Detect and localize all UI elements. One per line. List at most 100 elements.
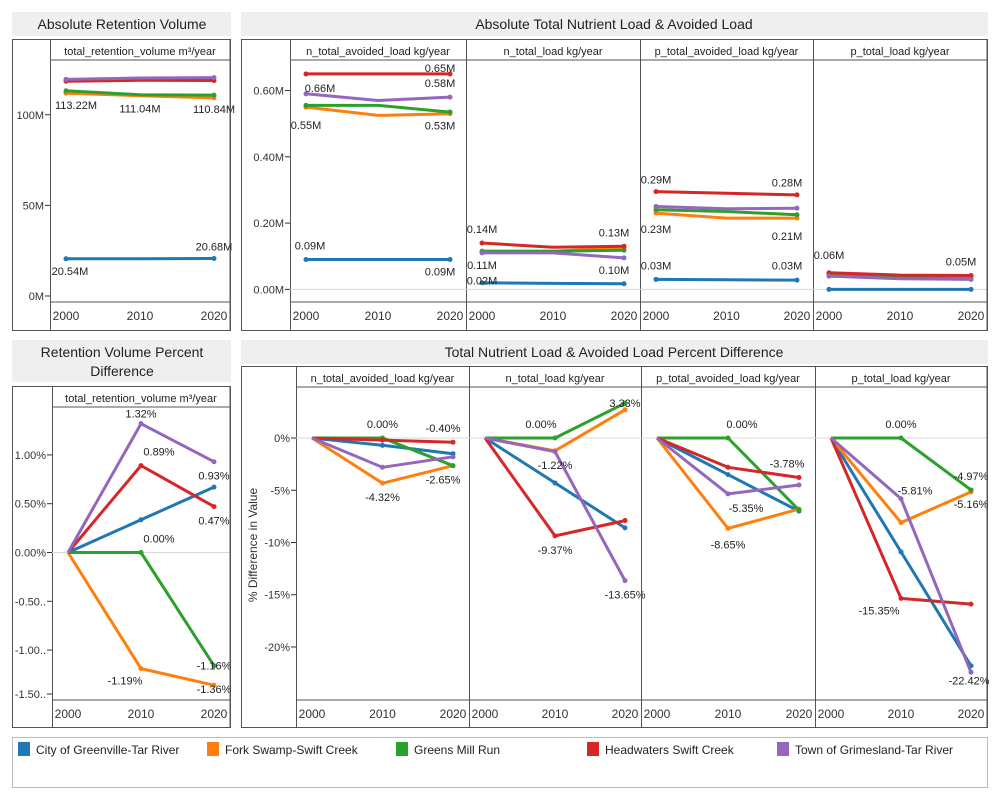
pct_nut-data-point xyxy=(623,578,628,583)
abs_nut-data-point xyxy=(304,103,309,108)
abs_nut-data-point xyxy=(795,192,800,197)
abs_nut-data-point xyxy=(969,287,974,292)
pct_nut-data-label: -5.16% xyxy=(954,499,989,511)
pct_nut-xtick-label: 2020 xyxy=(786,707,813,721)
abs_ret-xtick-label: 2020 xyxy=(201,309,228,323)
retention-volume-frame xyxy=(13,40,231,331)
legend-label: Fork Swamp-Swift Creek xyxy=(225,743,359,757)
pct_nut-data-point xyxy=(797,483,802,488)
abs_nut-xtick-label: 2000 xyxy=(816,309,843,323)
pct_nut-xtick-label: 2010 xyxy=(369,707,396,721)
legend-label: City of Greenville-Tar River xyxy=(36,743,179,757)
pct_nut-data-label: -5.81% xyxy=(898,486,933,498)
pct_ret-data-point xyxy=(139,550,144,555)
pct_nut-data-label: -8.65% xyxy=(711,539,746,551)
abs_nut-data-point xyxy=(827,274,832,279)
abs_nut-data-point xyxy=(304,257,309,262)
abs_nut-data-label: 0.10M xyxy=(599,265,630,277)
pct_nut-data-label: -4.32% xyxy=(365,492,400,504)
pct_nut-data-point xyxy=(726,436,731,441)
legend-label: Town of Grimesland-Tar River xyxy=(795,743,953,757)
abs_nut-data-point xyxy=(480,240,485,245)
abs_nut-data-point xyxy=(448,95,453,100)
pct_ret-data-label: 0.89% xyxy=(143,447,174,459)
legend-swatch xyxy=(396,742,408,756)
pct_ret-data-point xyxy=(139,463,144,468)
abs_nut-data-point xyxy=(654,189,659,194)
pct_ret-ytick-label: -1.50.. xyxy=(15,689,46,701)
pct_nut-data-point xyxy=(380,443,385,448)
pct_nut-data-point xyxy=(553,449,558,454)
abs_nut-ytick-label: 0.60M xyxy=(253,86,284,98)
abs_ret-data-label: 111.04M xyxy=(119,104,160,116)
pct_nut-ytick-label: -20% xyxy=(264,642,290,654)
abs_nut-data-label: 0.53M xyxy=(425,121,456,133)
pct_ret-data-point xyxy=(212,504,217,509)
abs_nut-data-point xyxy=(654,204,659,209)
legend-label: Greens Mill Run xyxy=(414,743,500,757)
pct_nut-facet-header: n_total_avoided_load kg/year xyxy=(311,373,455,385)
abs_nut-xtick-label: 2020 xyxy=(958,309,985,323)
abs_nut-xtick-label: 2010 xyxy=(365,309,392,323)
pct_nut-data-point xyxy=(899,549,904,554)
abs_nut-data-label: 0.13M xyxy=(599,227,630,239)
pct_nut-data-point xyxy=(623,525,628,530)
pct_nut-data-point xyxy=(726,465,731,470)
abs_ret-ytick-label: 100M xyxy=(16,110,44,122)
abs_nut-data-label: 0.02M xyxy=(467,276,498,288)
pct_ret-facet-header: total_retention_volume m³/year xyxy=(65,393,217,405)
abs_nut-data-label: 0.14M xyxy=(467,224,498,236)
pct_ret-data-label: -1.16% xyxy=(197,661,232,673)
pct_nut-data-label: 0.00% xyxy=(885,419,916,431)
abs_nut-series-line xyxy=(482,250,624,251)
abs_nut-facet-header: n_total_avoided_load kg/year xyxy=(306,46,450,58)
pct_ret-data-label: -1.36% xyxy=(197,684,232,696)
abs_nut-data-label: 0.29M xyxy=(641,174,672,186)
retention-percent-title-line2: Difference xyxy=(90,363,154,379)
pct_ret-series-line xyxy=(68,553,214,686)
abs_nut-data-point xyxy=(795,206,800,211)
pct_ret-series-line xyxy=(68,424,214,553)
abs_nut-data-point xyxy=(622,255,627,260)
abs_nut-xtick-label: 2020 xyxy=(611,309,638,323)
abs_ret-data-label: 20.68M xyxy=(196,242,233,254)
abs_nut-xtick-label: 2010 xyxy=(887,309,914,323)
abs_nut-facet-header: p_total_load kg/year xyxy=(850,46,949,58)
pct_nut-data-point xyxy=(797,475,802,480)
abs_nut-series-line xyxy=(482,243,624,247)
retention-percent-title-line1: Retention Volume Percent xyxy=(41,344,204,360)
pct_nut-data-point xyxy=(797,508,802,513)
pct_nut-xtick-label: 2000 xyxy=(299,707,326,721)
pct_nut-facet-header: n_total_load kg/year xyxy=(505,373,604,385)
pct_nut-ytick-label: -10% xyxy=(264,538,290,550)
pct_nut-data-point xyxy=(899,520,904,525)
pct_nut-data-label: -15.35% xyxy=(859,605,900,617)
pct_nut-data-point xyxy=(451,454,456,459)
legend-swatch xyxy=(18,742,30,756)
abs_nut-data-label: 0.06M xyxy=(814,250,845,262)
abs_nut-data-label: 0.28M xyxy=(772,178,803,190)
pct_ret-ytick-label: -0.50.. xyxy=(15,596,46,608)
pct_nut-data-point xyxy=(380,438,385,443)
abs_ret-xtick-label: 2010 xyxy=(127,309,154,323)
abs_nut-data-point xyxy=(448,257,453,262)
nutrient-percent-frame xyxy=(242,367,988,728)
abs_nut-series-line xyxy=(482,253,624,258)
pct_nut-data-label: -2.65% xyxy=(426,475,461,487)
pct_nut-xtick-label: 2020 xyxy=(612,707,639,721)
abs_nut-data-point xyxy=(969,277,974,282)
pct_ret-ytick-label: 0.00% xyxy=(15,548,46,560)
abs_nut-data-label: 0.09M xyxy=(425,267,456,279)
pct_nut-data-point xyxy=(726,491,731,496)
abs_nut-facet-header: n_total_load kg/year xyxy=(503,46,602,58)
pct_ret-data-label: 0.47% xyxy=(198,516,229,528)
abs_ret-data-label: 20.54M xyxy=(52,266,89,278)
abs_ret-data-point xyxy=(212,93,217,98)
abs_nut-data-label: 0.55M xyxy=(291,120,322,132)
abs_ret-data-point xyxy=(212,75,217,80)
pct_nut-ytick-label: 0% xyxy=(274,433,290,445)
abs_ret-ytick-label: 50M xyxy=(23,200,44,212)
abs_nut-data-label: 0.66M xyxy=(305,83,336,95)
pct_nut-xtick-label: 2020 xyxy=(958,707,985,721)
